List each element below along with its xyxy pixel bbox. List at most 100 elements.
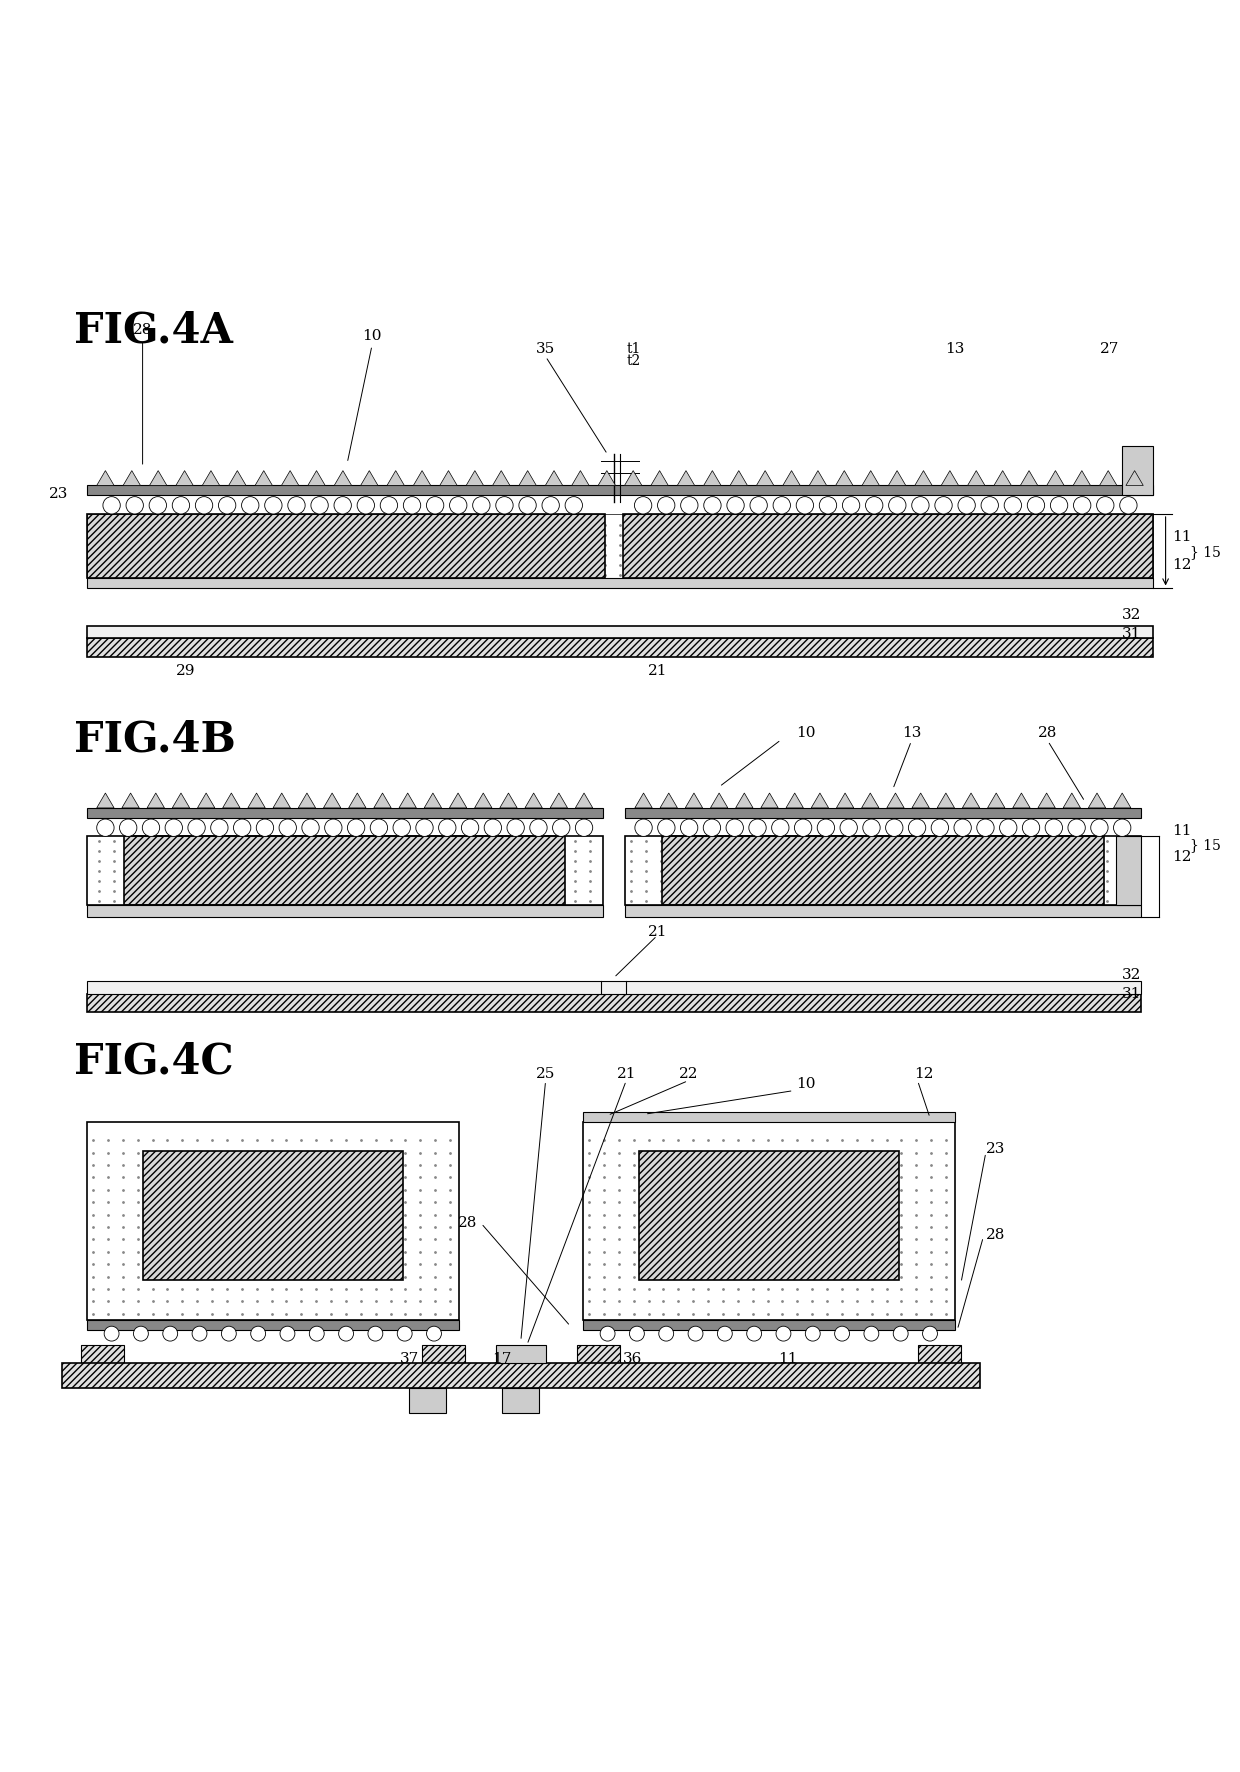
Polygon shape bbox=[255, 471, 273, 486]
Text: 35: 35 bbox=[536, 342, 556, 356]
Polygon shape bbox=[677, 471, 694, 486]
Circle shape bbox=[192, 1325, 207, 1341]
Circle shape bbox=[885, 819, 903, 836]
Circle shape bbox=[403, 496, 420, 514]
Text: 23: 23 bbox=[986, 1141, 1006, 1155]
Text: } 15: } 15 bbox=[1190, 838, 1221, 852]
Circle shape bbox=[461, 819, 479, 836]
Circle shape bbox=[718, 1325, 733, 1341]
Bar bbox=[87, 486, 1153, 496]
Text: 28: 28 bbox=[133, 323, 153, 337]
Polygon shape bbox=[987, 794, 1004, 808]
Polygon shape bbox=[361, 471, 378, 486]
Bar bbox=[87, 994, 1141, 1012]
Circle shape bbox=[923, 1325, 937, 1341]
Circle shape bbox=[134, 1325, 149, 1341]
Circle shape bbox=[393, 819, 410, 836]
Bar bbox=[87, 514, 1153, 578]
Polygon shape bbox=[492, 471, 510, 486]
Polygon shape bbox=[756, 471, 774, 486]
Circle shape bbox=[222, 1325, 237, 1341]
Text: 12: 12 bbox=[1172, 558, 1192, 572]
Bar bbox=[87, 836, 603, 904]
Circle shape bbox=[773, 496, 790, 514]
Circle shape bbox=[309, 1325, 324, 1341]
Bar bbox=[87, 514, 605, 578]
Polygon shape bbox=[887, 794, 904, 808]
Text: 12: 12 bbox=[1172, 851, 1192, 865]
Polygon shape bbox=[123, 471, 140, 486]
Text: 12: 12 bbox=[914, 1067, 934, 1081]
Bar bbox=[639, 1152, 899, 1281]
Polygon shape bbox=[172, 794, 190, 808]
Bar bbox=[87, 1122, 459, 1320]
Polygon shape bbox=[148, 794, 165, 808]
Polygon shape bbox=[335, 471, 352, 486]
Circle shape bbox=[931, 819, 949, 836]
Bar bbox=[143, 1152, 403, 1281]
Circle shape bbox=[218, 496, 236, 514]
Text: 29: 29 bbox=[176, 664, 196, 679]
Circle shape bbox=[771, 819, 789, 836]
Circle shape bbox=[657, 496, 675, 514]
Polygon shape bbox=[1038, 794, 1055, 808]
Circle shape bbox=[889, 496, 906, 514]
Circle shape bbox=[866, 496, 883, 514]
Polygon shape bbox=[660, 794, 677, 808]
Circle shape bbox=[439, 819, 456, 836]
Polygon shape bbox=[967, 471, 985, 486]
Circle shape bbox=[427, 496, 444, 514]
Polygon shape bbox=[440, 471, 458, 486]
Text: 10: 10 bbox=[796, 727, 816, 741]
Polygon shape bbox=[625, 471, 642, 486]
Polygon shape bbox=[228, 471, 246, 486]
Circle shape bbox=[842, 496, 859, 514]
Text: 25: 25 bbox=[536, 1067, 556, 1081]
Polygon shape bbox=[308, 471, 325, 486]
Polygon shape bbox=[546, 471, 563, 486]
Text: 32: 32 bbox=[1122, 608, 1142, 622]
Circle shape bbox=[507, 819, 525, 836]
Polygon shape bbox=[1063, 794, 1080, 808]
Circle shape bbox=[746, 1325, 761, 1341]
Circle shape bbox=[250, 1325, 265, 1341]
Circle shape bbox=[334, 496, 351, 514]
Bar bbox=[87, 578, 1153, 588]
Bar bbox=[583, 1111, 955, 1122]
Text: } 15: } 15 bbox=[1190, 546, 1221, 560]
Polygon shape bbox=[888, 471, 905, 486]
Bar bbox=[87, 982, 1141, 994]
Circle shape bbox=[935, 496, 952, 514]
Polygon shape bbox=[1073, 471, 1090, 486]
Polygon shape bbox=[1100, 471, 1117, 486]
Circle shape bbox=[368, 1325, 383, 1341]
Polygon shape bbox=[730, 471, 748, 486]
Circle shape bbox=[893, 1325, 908, 1341]
Circle shape bbox=[658, 1325, 673, 1341]
Polygon shape bbox=[735, 794, 753, 808]
Polygon shape bbox=[299, 794, 316, 808]
Circle shape bbox=[749, 819, 766, 836]
Bar bbox=[625, 808, 1141, 819]
Circle shape bbox=[280, 1325, 295, 1341]
Circle shape bbox=[839, 819, 857, 836]
Text: 23: 23 bbox=[48, 487, 68, 501]
Circle shape bbox=[553, 819, 570, 836]
Polygon shape bbox=[122, 794, 139, 808]
Text: 37: 37 bbox=[399, 1352, 419, 1366]
Polygon shape bbox=[1089, 794, 1106, 808]
Circle shape bbox=[727, 819, 744, 836]
Circle shape bbox=[703, 819, 720, 836]
Text: 11: 11 bbox=[777, 1352, 797, 1366]
Text: 10: 10 bbox=[362, 330, 382, 344]
Circle shape bbox=[311, 496, 329, 514]
Bar bbox=[502, 1387, 539, 1412]
Circle shape bbox=[242, 496, 259, 514]
Circle shape bbox=[484, 819, 501, 836]
Polygon shape bbox=[915, 471, 932, 486]
Polygon shape bbox=[937, 794, 955, 808]
Circle shape bbox=[288, 496, 305, 514]
Polygon shape bbox=[324, 794, 341, 808]
Polygon shape bbox=[449, 794, 466, 808]
Circle shape bbox=[1096, 496, 1114, 514]
